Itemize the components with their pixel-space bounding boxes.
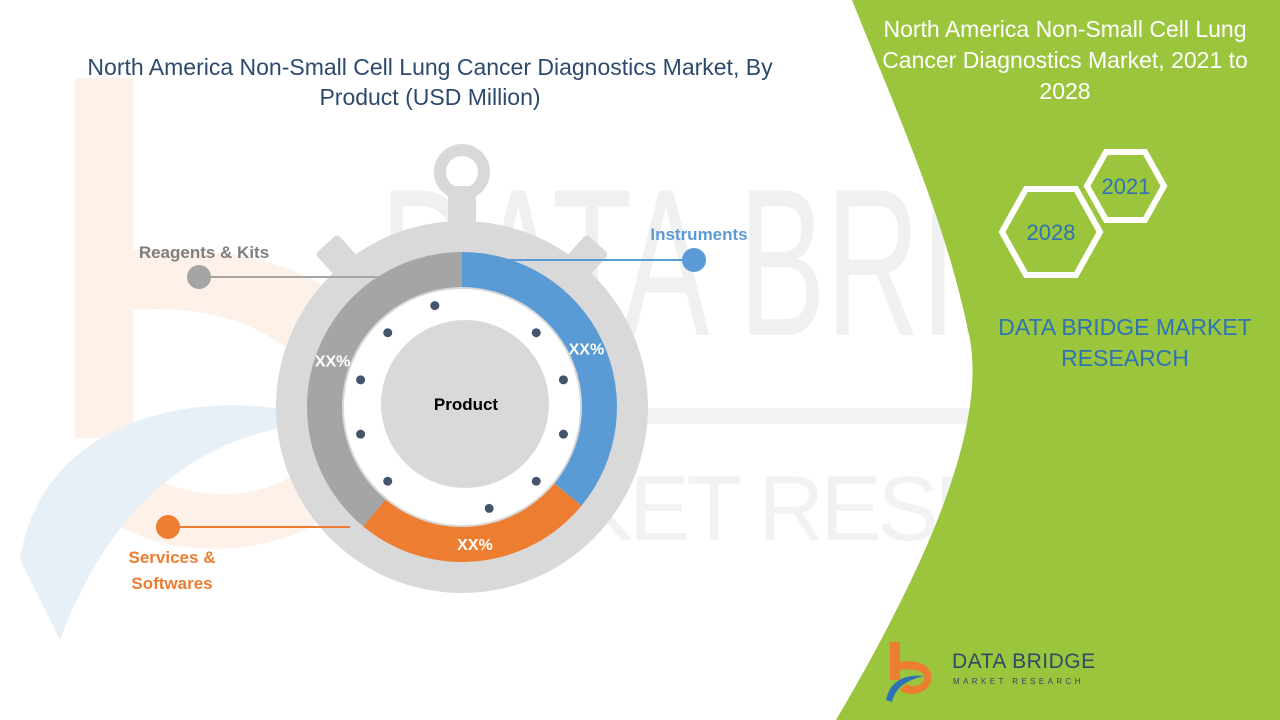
- center-label: Product: [434, 395, 499, 414]
- legend-dot-services-softwares: [156, 515, 180, 539]
- tick-dot: [558, 429, 568, 439]
- category-label-services-softwares: Services & Softwares: [129, 548, 216, 593]
- tick-dot: [531, 328, 541, 338]
- segment-label-reagents-kits: XX%: [315, 353, 351, 370]
- logo-tagline: MARKET RESEARCH: [953, 677, 1084, 686]
- center-disc: [381, 320, 549, 488]
- tick-dot: [430, 301, 440, 311]
- legend-dot-instruments: [682, 248, 706, 272]
- segment-reagents-kits: [307, 252, 462, 527]
- brand-name: DATA BRIDGE MARKET RESEARCH: [998, 314, 1252, 371]
- logo-name: DATA BRIDGE: [952, 650, 1096, 673]
- tick-dot: [484, 503, 494, 513]
- category-label-reagents-kits: Reagents & Kits: [139, 243, 269, 262]
- legend-dot-reagents-kits: [187, 265, 211, 289]
- tick-dot: [356, 375, 366, 385]
- green-panel: [836, 0, 1280, 720]
- tick-dot: [558, 375, 568, 385]
- segment-label-instruments: XX%: [569, 341, 605, 358]
- tick-dot: [383, 328, 393, 338]
- logo-icon: [886, 642, 932, 702]
- segment-label-services-softwares: XX%: [457, 537, 493, 554]
- year-2028-label: 2028: [1027, 220, 1076, 245]
- year-2021-label: 2021: [1102, 174, 1151, 199]
- segment-instruments: [462, 252, 617, 506]
- segment-services-softwares: [363, 483, 582, 562]
- hexagon-2028: [998, 186, 1104, 278]
- chart-title: North America Non-Small Cell Lung Cancer…: [87, 54, 773, 110]
- category-label-instruments: Instruments: [650, 225, 747, 244]
- tick-dot: [383, 476, 393, 486]
- hexagon-2021: [1083, 149, 1168, 223]
- tick-dot: [356, 429, 366, 439]
- tick-dot: [531, 476, 541, 486]
- side-title: North America Non-Small Cell Lung Cancer…: [882, 16, 1248, 104]
